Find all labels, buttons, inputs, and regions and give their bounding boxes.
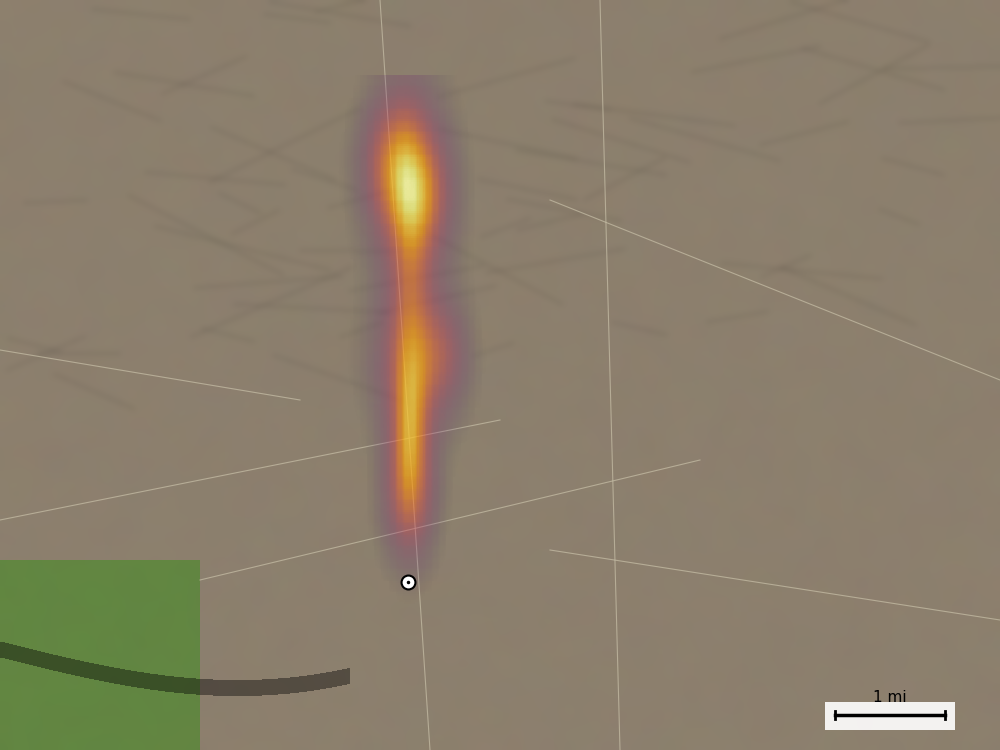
Bar <box>825 702 955 730</box>
Text: 1 mi: 1 mi <box>873 690 907 705</box>
